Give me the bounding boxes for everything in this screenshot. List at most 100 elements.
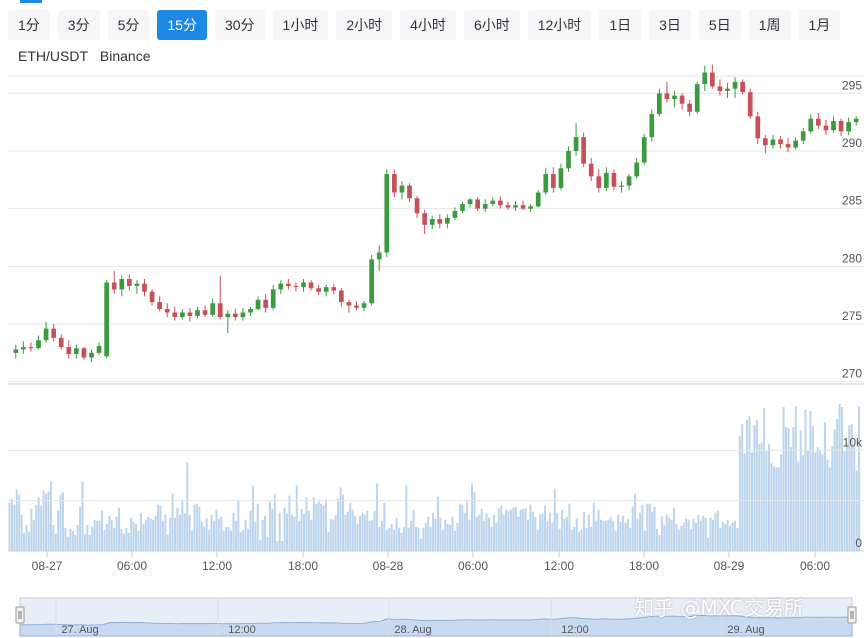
candle-body [384, 174, 390, 253]
volume-bar [563, 518, 566, 551]
candle [853, 116, 859, 126]
volume-bar [570, 529, 573, 551]
volume-bar [278, 512, 281, 551]
candle [611, 169, 617, 191]
volume-bar [458, 503, 461, 551]
volume-bar [600, 519, 603, 551]
volume-bar [266, 536, 269, 551]
candle-body [679, 95, 685, 104]
volume-bar [217, 518, 220, 551]
volume-bar [573, 526, 576, 551]
candle [210, 298, 215, 318]
candle-body [445, 217, 450, 224]
navigator[interactable]: 27. Aug 12:00 28. Aug 12:00 29. Aug [15, 597, 857, 637]
interval-button[interactable]: 2小时 [336, 10, 393, 40]
candle-body [702, 72, 708, 85]
volume-bar [307, 510, 310, 551]
volume-bar [733, 520, 736, 551]
volume-bar [139, 512, 142, 551]
volume-bar [327, 531, 330, 551]
volume-bar [738, 436, 741, 551]
volume-bar [848, 425, 851, 551]
candle [195, 306, 200, 319]
candle [460, 201, 465, 214]
candle [588, 157, 594, 181]
volume-bar [777, 467, 780, 551]
interval-button[interactable]: 1月 [798, 10, 841, 40]
volume-bar [556, 512, 559, 551]
volume-bar [385, 529, 388, 551]
volume-bar [544, 505, 547, 551]
volume-bar [565, 516, 568, 551]
volume-bar [115, 516, 118, 551]
candle [225, 310, 231, 334]
volume-bar [298, 520, 301, 551]
price-tick-label: 270 [842, 367, 862, 381]
interval-button[interactable]: 1小时 [272, 10, 329, 40]
candle-body [604, 172, 609, 188]
volume-bar [191, 530, 194, 551]
time-tick-label: 18:00 [629, 559, 659, 573]
volume-bar [239, 531, 242, 551]
volume-bar [587, 514, 590, 551]
candle-body [785, 144, 791, 148]
candle-body [755, 116, 761, 139]
interval-button[interactable]: 1日 [599, 10, 642, 40]
candle [255, 296, 261, 311]
navigator-left-handle[interactable] [15, 606, 25, 624]
interval-button[interactable]: 15分 [157, 10, 207, 40]
volume-bar [93, 519, 96, 551]
time-tick-label: 12:00 [544, 559, 574, 573]
volume-bar [86, 524, 89, 551]
candle-body [793, 140, 798, 148]
time-tick-label: 06:00 [117, 559, 147, 573]
volume-bar [561, 509, 564, 551]
interval-button[interactable]: 30分 [214, 10, 265, 40]
volume-bar [694, 522, 697, 551]
volume-bar [636, 518, 639, 551]
navigator-right-handle[interactable] [847, 606, 857, 624]
volume-bar [638, 512, 641, 551]
interval-button[interactable]: 4小时 [400, 10, 456, 40]
volume-bar [634, 493, 637, 551]
volume-bar [517, 516, 520, 551]
candle-body [89, 352, 94, 358]
candle-body [460, 204, 465, 211]
volume-bar [356, 523, 359, 551]
interval-button[interactable]: 6小时 [463, 10, 520, 40]
volume-bar [247, 528, 250, 551]
interval-button[interactable]: 5日 [698, 10, 741, 40]
volume-bar [341, 494, 344, 551]
volume-bar [629, 527, 632, 551]
volume-bar [845, 443, 848, 551]
interval-button[interactable]: 3分 [57, 10, 100, 40]
candle-body [717, 86, 723, 91]
volume-bar [604, 520, 607, 551]
volume-bar [651, 511, 654, 551]
candle-body [520, 205, 526, 209]
volume-bar [697, 514, 700, 551]
volume-bar [378, 526, 381, 551]
volume-bar [702, 515, 705, 551]
volume-bar [276, 540, 279, 551]
candle [270, 284, 276, 311]
volume-bar [682, 522, 685, 551]
volume-bar [816, 447, 819, 551]
candle-body [649, 114, 655, 138]
volume-bar [619, 521, 622, 551]
candle [74, 344, 79, 359]
pair-symbol: ETH/USDT [18, 48, 88, 64]
interval-button[interactable]: 3日 [649, 10, 691, 40]
candle-body [437, 219, 443, 224]
volume-bar [79, 506, 82, 551]
candle [316, 284, 321, 296]
interval-button[interactable]: 1分 [8, 10, 50, 40]
interval-button[interactable]: 1周 [748, 10, 791, 40]
volume-bar [210, 514, 213, 551]
volume-bar [607, 519, 610, 551]
interval-button[interactable]: 5分 [107, 10, 150, 40]
interval-button[interactable]: 12小时 [527, 10, 592, 40]
volume-bar [383, 502, 386, 551]
volume-bar [699, 520, 702, 551]
